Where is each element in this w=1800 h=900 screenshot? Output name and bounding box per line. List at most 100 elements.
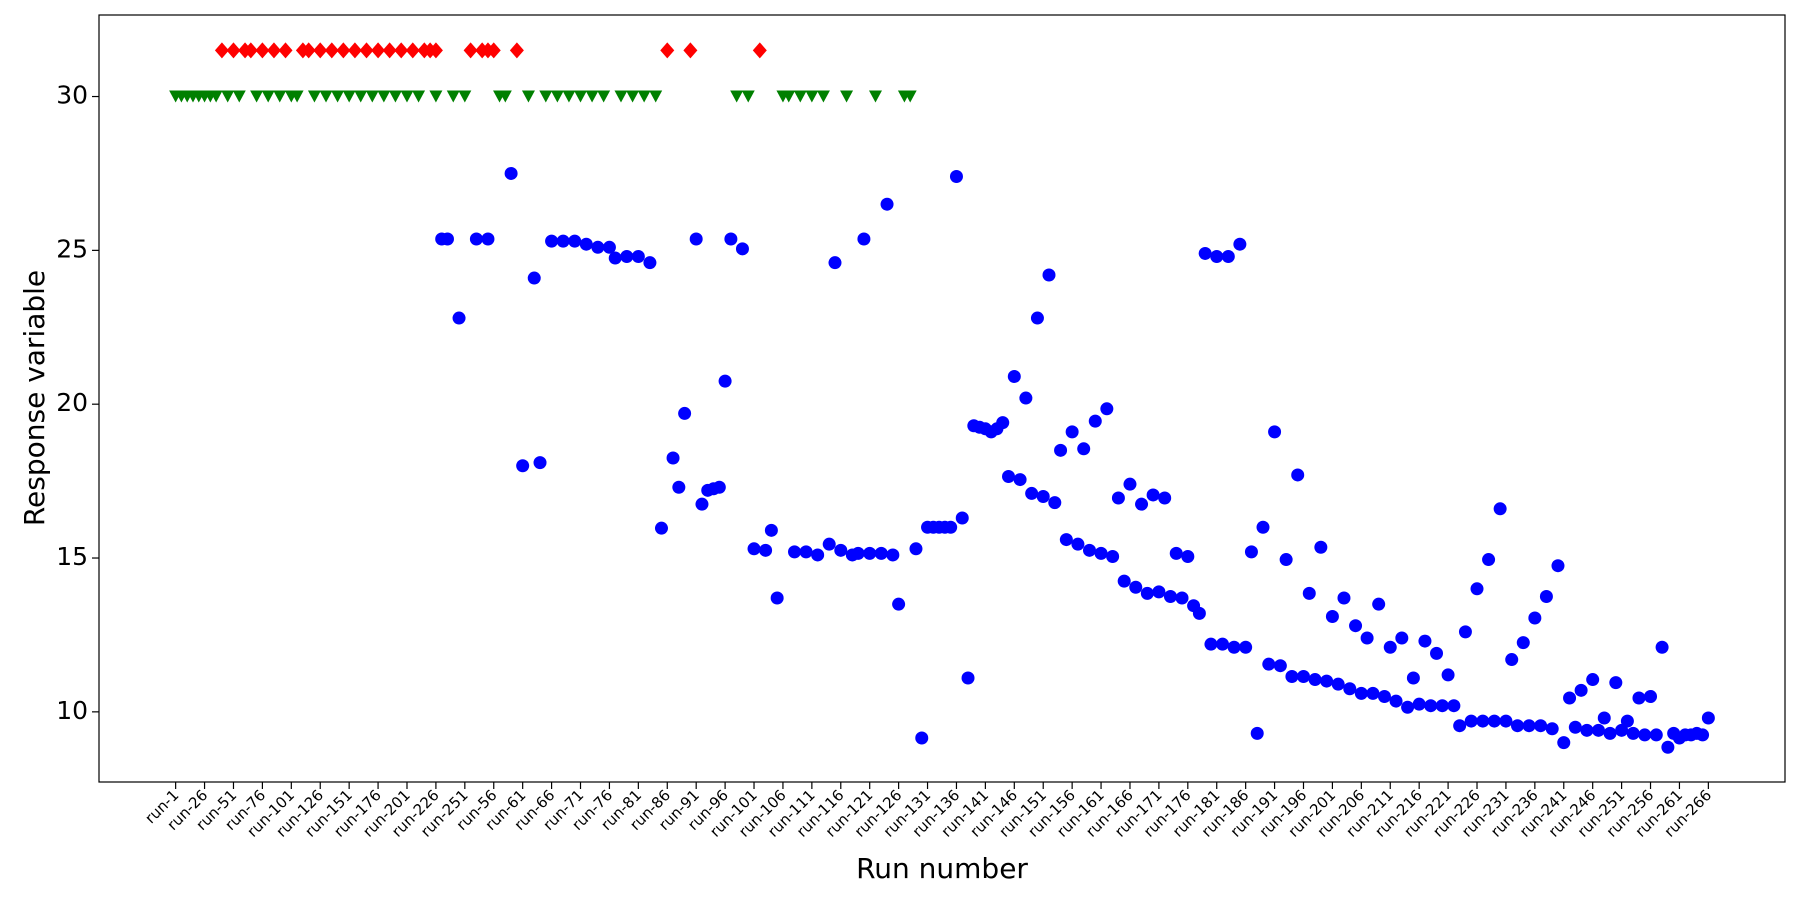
point <box>509 42 524 59</box>
point <box>1192 606 1206 620</box>
point <box>342 90 356 103</box>
point <box>1597 711 1611 725</box>
point <box>1007 370 1021 384</box>
point <box>770 591 784 605</box>
point <box>562 90 576 103</box>
point <box>1620 714 1634 728</box>
point <box>1644 689 1658 703</box>
point <box>1268 425 1282 439</box>
point <box>1204 637 1218 651</box>
point <box>695 497 709 511</box>
point <box>643 256 657 270</box>
point <box>591 240 605 254</box>
point <box>1499 714 1513 728</box>
point <box>1510 719 1524 733</box>
point <box>1638 728 1652 742</box>
point <box>579 237 593 251</box>
point <box>793 90 807 103</box>
point <box>1106 549 1120 563</box>
point <box>1574 683 1588 697</box>
point <box>614 90 628 103</box>
point <box>324 42 339 59</box>
point <box>1383 640 1397 654</box>
point <box>1239 640 1253 654</box>
point <box>1626 726 1640 740</box>
point <box>961 671 975 685</box>
point <box>1551 559 1565 573</box>
point <box>498 90 512 103</box>
point <box>1528 611 1542 625</box>
point <box>1609 676 1623 690</box>
point <box>915 731 929 745</box>
point <box>1464 714 1478 728</box>
point <box>336 42 351 59</box>
point <box>550 90 564 103</box>
point <box>1354 686 1368 700</box>
point <box>944 520 958 534</box>
point <box>307 90 321 103</box>
point <box>440 232 454 246</box>
point <box>1568 720 1582 734</box>
point <box>620 250 634 264</box>
point <box>1372 597 1386 611</box>
point <box>1233 237 1247 251</box>
point <box>1406 671 1420 685</box>
point <box>359 42 374 59</box>
point <box>1169 546 1183 560</box>
point <box>1424 699 1438 713</box>
point <box>533 456 547 470</box>
point <box>319 90 333 103</box>
point <box>209 90 223 103</box>
point <box>1059 533 1073 547</box>
point <box>903 90 917 103</box>
point <box>1366 686 1380 700</box>
point <box>1603 726 1617 740</box>
point <box>1557 736 1571 750</box>
point <box>221 90 235 103</box>
point <box>458 90 472 103</box>
point <box>266 42 281 59</box>
point <box>1487 714 1501 728</box>
point <box>1279 553 1293 567</box>
point <box>1482 553 1496 567</box>
point <box>1054 443 1068 457</box>
point <box>1545 722 1559 736</box>
point <box>1661 740 1675 754</box>
point <box>1320 674 1334 688</box>
point <box>1505 653 1519 667</box>
point <box>718 374 732 388</box>
point <box>1296 669 1310 683</box>
point <box>1117 574 1131 588</box>
point <box>764 523 778 537</box>
point <box>752 42 767 59</box>
point <box>626 90 640 103</box>
point <box>631 250 645 264</box>
point <box>1349 619 1363 633</box>
point <box>1273 659 1287 673</box>
point <box>388 90 402 103</box>
point <box>1377 689 1391 703</box>
point <box>1146 488 1160 502</box>
point <box>1539 589 1553 603</box>
point <box>1227 640 1241 654</box>
point <box>446 90 460 103</box>
point <box>1175 591 1189 605</box>
point <box>1002 469 1016 483</box>
point <box>250 90 264 103</box>
point <box>1036 489 1050 503</box>
point <box>1285 669 1299 683</box>
point <box>1586 673 1600 687</box>
point <box>1632 691 1646 705</box>
point <box>273 90 287 103</box>
point <box>1655 640 1669 654</box>
point <box>405 42 420 59</box>
point <box>1458 625 1472 639</box>
point <box>996 416 1010 430</box>
point <box>1042 268 1056 282</box>
point <box>1163 589 1177 603</box>
x-axis-label: Run number <box>856 852 1028 885</box>
point <box>556 234 570 248</box>
point <box>874 546 888 560</box>
point <box>782 90 796 103</box>
